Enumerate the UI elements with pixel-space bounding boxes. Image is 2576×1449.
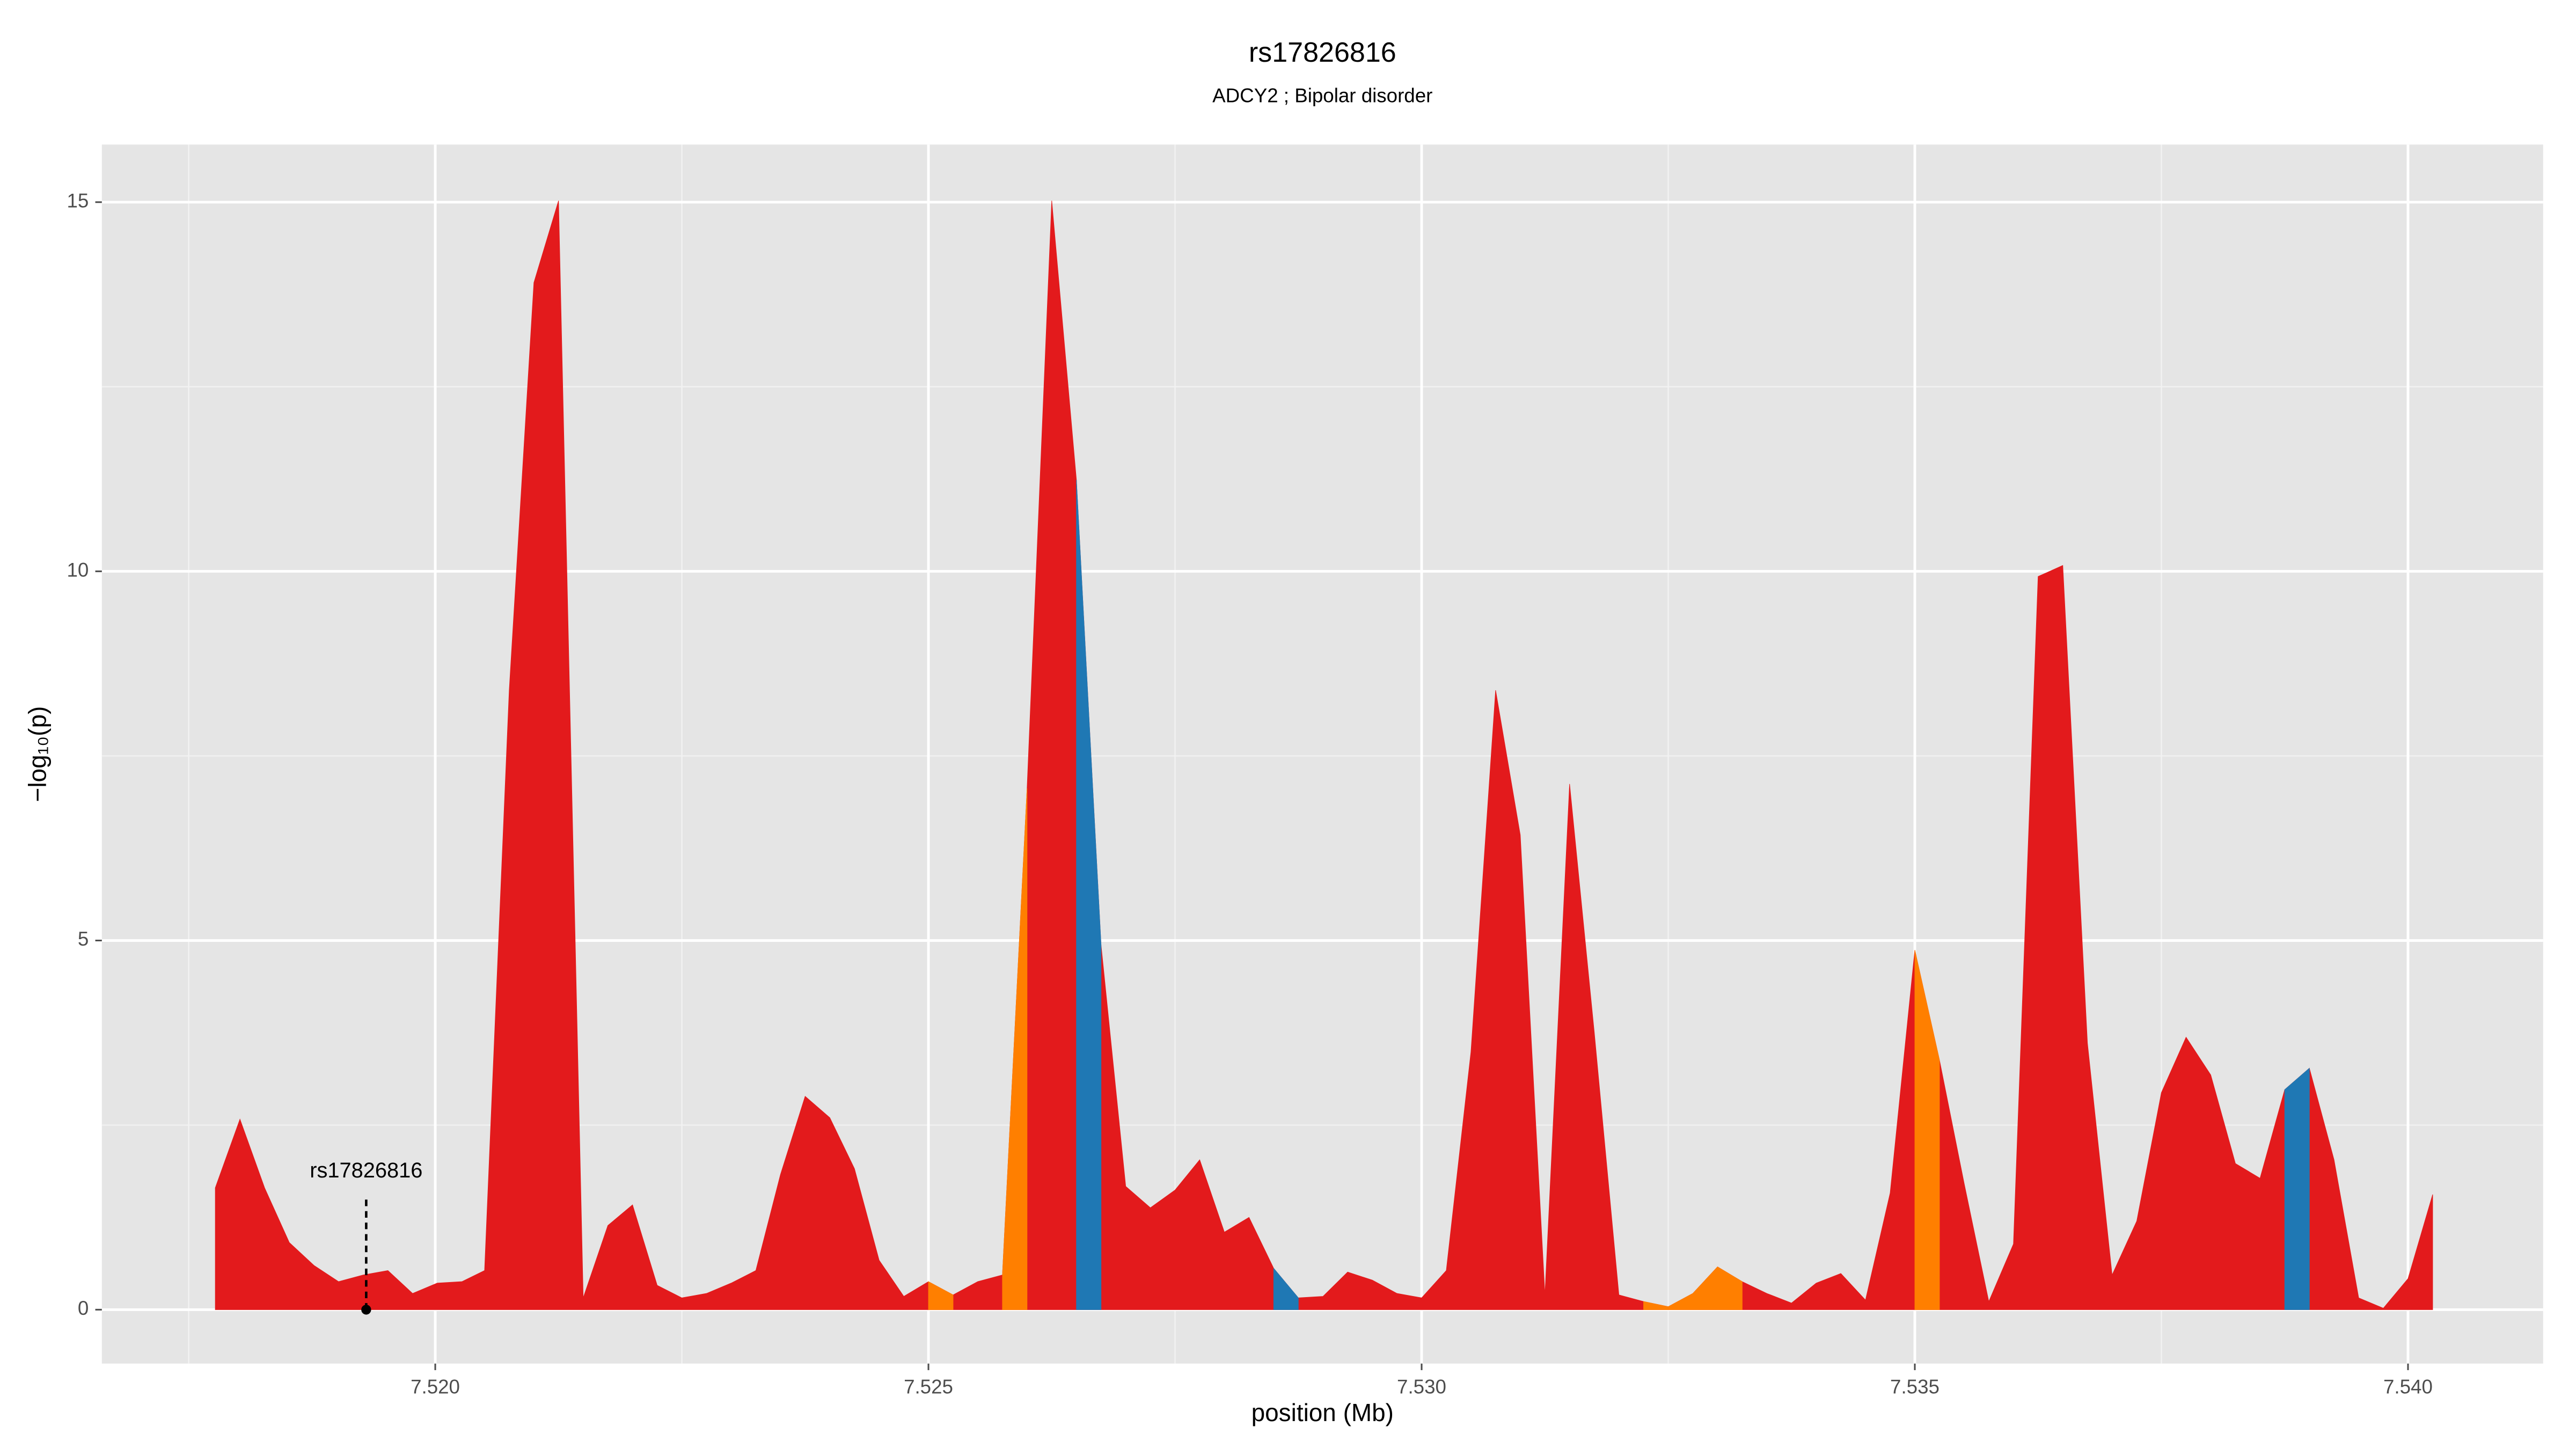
y-tick-label: 10	[67, 559, 89, 581]
x-tick-label: 7.530	[1397, 1375, 1446, 1397]
y-tick-label: 0	[78, 1297, 89, 1319]
x-tick-label: 7.540	[2383, 1375, 2433, 1397]
annotation-label: rs17826816	[310, 1159, 422, 1182]
x-tick-label: 7.520	[411, 1375, 460, 1397]
area	[1076, 479, 2310, 1310]
area	[928, 788, 1940, 1310]
chart-title: rs17826816	[1249, 37, 1396, 68]
area	[215, 200, 2433, 1310]
x-axis-label: position (Mb)	[1252, 1399, 1394, 1426]
y-axis-label: −log₁₀(p)	[24, 706, 52, 802]
y-tick-label: 5	[78, 928, 89, 950]
x-tick-label: 7.535	[1890, 1375, 1940, 1397]
x-tick-label: 7.525	[904, 1375, 953, 1397]
chart-subtitle: ADCY2 ; Bipolar disorder	[1212, 84, 1432, 106]
annotation-point	[361, 1305, 371, 1315]
y-tick-label: 15	[67, 189, 89, 211]
